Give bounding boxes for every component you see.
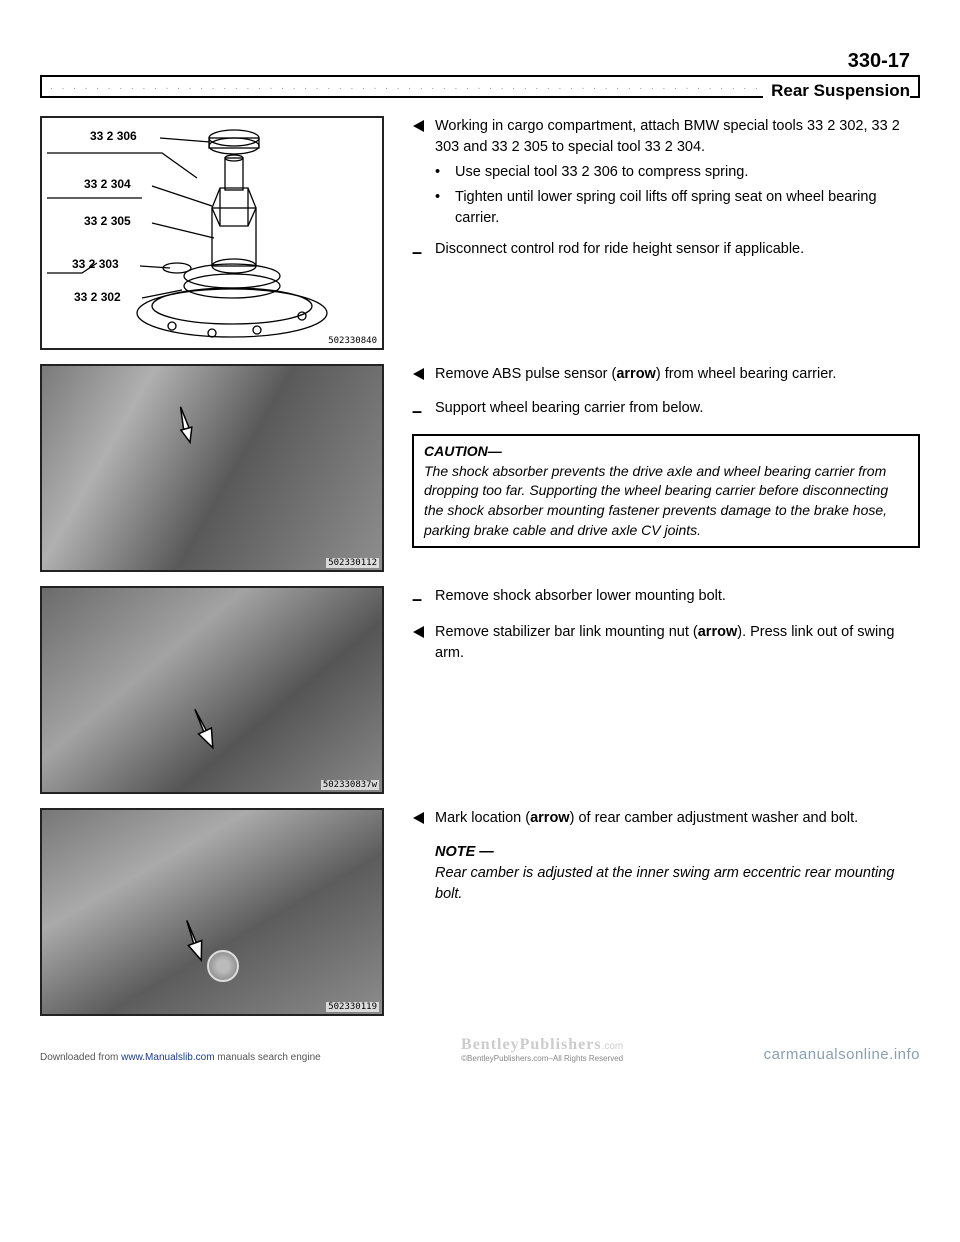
bullet-icon: • (435, 162, 447, 183)
bullet-icon: • (435, 187, 447, 229)
dash-marker-icon: – (412, 586, 427, 612)
dash-marker-icon: – (412, 398, 427, 424)
label-303: 33 2 303 (72, 257, 119, 271)
s2-p2: Support wheel bearing carrier from below… (435, 398, 920, 424)
label-302: 33 2 302 (74, 290, 121, 304)
triangle-marker-icon (412, 808, 427, 832)
s1-p1: Working in cargo compartment, attach BMW… (435, 118, 900, 155)
s3-p2a: Remove stabilizer bar link mounting nut … (435, 624, 698, 640)
header-bar: . . . . . . . . . . . . . . . . . . . . … (40, 75, 920, 98)
triangle-marker-icon (412, 116, 427, 229)
footer-right: carmanualsonline.info (764, 1046, 920, 1063)
note-title: NOTE — (435, 842, 920, 863)
abs-sensor-photo: 502330112 (40, 364, 384, 572)
manualslib-link[interactable]: www.Manualslib.com (121, 1052, 214, 1063)
s1-p2: Disconnect control rod for ride height s… (435, 239, 920, 265)
special-tool-diagram: 33 2 306 33 2 304 33 2 305 33 2 303 33 2… (40, 116, 384, 350)
stabilizer-photo: 502330837w (40, 586, 384, 794)
section1-text: Working in cargo compartment, attach BMW… (412, 116, 920, 275)
s3-p2-bold: arrow (698, 624, 738, 640)
label-305: 33 2 305 (84, 214, 131, 228)
figure-id: 502330112 (326, 558, 379, 568)
page-number: 330-17 (40, 50, 920, 73)
page-footer: Downloaded from www.Manualslib.com manua… (40, 1036, 920, 1063)
figure-id: 502330837w (321, 780, 379, 790)
camber-washer-photo: 502330119 (40, 808, 384, 1016)
s2-p1a: Remove ABS pulse sensor ( (435, 366, 616, 382)
section3-text: – Remove shock absorber lower mounting b… (412, 586, 920, 674)
label-306: 33 2 306 (90, 129, 137, 143)
label-304: 33 2 304 (84, 177, 131, 191)
note-body: Rear camber is adjusted at the inner swi… (435, 863, 920, 905)
footer-center: BentleyPublishers.com ©BentleyPublishers… (321, 1036, 764, 1063)
caution-body: The shock absorber prevents the drive ax… (424, 462, 908, 540)
figure-id: 502330119 (326, 1002, 379, 1012)
figure-id: 502330840 (326, 336, 379, 346)
s1-b2: Tighten until lower spring coil lifts of… (455, 187, 920, 229)
s2-p1b: ) from wheel bearing carrier. (656, 366, 837, 382)
section4-text: Mark location (arrow) of rear camber adj… (412, 808, 920, 905)
triangle-marker-icon (412, 622, 427, 664)
section2-text: Remove ABS pulse sensor (arrow) from whe… (412, 364, 920, 554)
s4-p1b: ) of rear camber adjustment washer and b… (570, 810, 859, 826)
s4-p1-bold: arrow (530, 810, 570, 826)
caution-box: CAUTION— The shock absorber prevents the… (412, 434, 920, 548)
s2-p1-bold: arrow (616, 366, 656, 382)
s1-b1: Use special tool 33 2 306 to compress sp… (455, 162, 748, 183)
s4-p1a: Mark location ( (435, 810, 530, 826)
header-title: Rear Suspension (763, 81, 910, 101)
caution-title: CAUTION— (424, 442, 908, 462)
dash-marker-icon: – (412, 239, 427, 265)
footer-left: Downloaded from www.Manualslib.com manua… (40, 1052, 321, 1063)
s3-p1: Remove shock absorber lower mounting bol… (435, 586, 920, 612)
triangle-marker-icon (412, 364, 427, 388)
